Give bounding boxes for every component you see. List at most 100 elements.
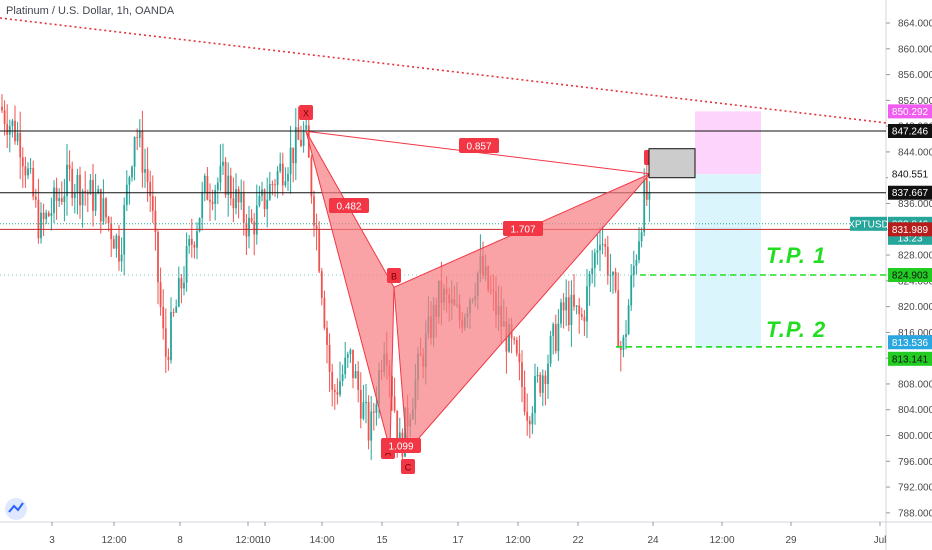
candle-body bbox=[68, 164, 71, 169]
candle-body bbox=[3, 110, 6, 125]
x-tick-label: 17 bbox=[452, 535, 464, 546]
pattern-point-x[interactable] bbox=[299, 105, 313, 120]
candle-body bbox=[274, 184, 276, 186]
candle-body bbox=[177, 278, 180, 307]
pattern-point-b[interactable] bbox=[387, 268, 401, 283]
candle-body bbox=[84, 190, 87, 193]
candle-body bbox=[198, 218, 201, 232]
x-tick-label: 12:00 bbox=[505, 535, 530, 546]
candle-body bbox=[24, 166, 27, 176]
candle-body bbox=[367, 402, 370, 441]
candle-body bbox=[131, 166, 133, 178]
candle-body bbox=[320, 271, 323, 298]
trendline[interactable] bbox=[0, 17, 887, 124]
candle-body bbox=[339, 381, 341, 395]
candle-body bbox=[71, 168, 74, 198]
ratio-label-box bbox=[459, 138, 499, 153]
candle-body bbox=[250, 217, 253, 222]
candle-body bbox=[570, 294, 573, 326]
candle-body bbox=[53, 187, 55, 214]
x-tick-label: 15 bbox=[376, 535, 388, 546]
candle-body bbox=[63, 196, 66, 202]
price-label-level bbox=[888, 123, 932, 138]
candle-body bbox=[94, 193, 97, 211]
price-label-symbol bbox=[850, 216, 887, 231]
y-tick-label: 860.000 bbox=[898, 44, 932, 55]
candle-body bbox=[292, 147, 295, 164]
candle-body bbox=[266, 199, 269, 210]
candle-body bbox=[622, 336, 625, 351]
candle-body bbox=[125, 184, 128, 206]
candle-body bbox=[136, 136, 139, 138]
y-tick-label: 836.000 bbox=[898, 199, 932, 210]
candle-body bbox=[193, 244, 196, 248]
ratio-label: 0.482 bbox=[336, 202, 361, 213]
entry-box[interactable] bbox=[648, 148, 696, 179]
candle-body bbox=[211, 201, 214, 204]
candle-body bbox=[151, 196, 154, 211]
price-label-text: 13:23 bbox=[897, 233, 922, 244]
y-tick-label: 816.000 bbox=[898, 328, 932, 339]
pattern-point-label: B bbox=[391, 272, 397, 282]
candle-body bbox=[635, 259, 638, 266]
candle-body bbox=[370, 411, 373, 441]
candle-body bbox=[344, 357, 347, 375]
ratio-label: 0.857 bbox=[466, 142, 491, 153]
tradingview-logo-mark bbox=[8, 502, 24, 513]
candle-body bbox=[328, 344, 331, 372]
candle-body bbox=[50, 213, 53, 217]
candle-body bbox=[214, 190, 217, 204]
candle-body bbox=[313, 196, 315, 226]
candle-body bbox=[297, 127, 300, 140]
candle-body bbox=[47, 212, 50, 217]
x-tick-label: 14:00 bbox=[309, 535, 334, 546]
candle-body bbox=[276, 171, 279, 186]
candle-body bbox=[526, 411, 529, 421]
candle-body bbox=[331, 371, 334, 390]
candle-body bbox=[632, 265, 635, 276]
price-label-text: XPTUSD bbox=[848, 219, 889, 230]
y-tick-label: 828.000 bbox=[898, 251, 932, 262]
candle-body bbox=[336, 392, 339, 395]
target-zone bbox=[695, 174, 761, 349]
bcd-triangle[interactable] bbox=[393, 173, 651, 453]
xab-triangle[interactable] bbox=[305, 131, 395, 450]
candle-body bbox=[133, 136, 136, 167]
chart-title: Platinum / U.S. Dollar, 1h, OANDA bbox=[6, 5, 175, 17]
stop-zone bbox=[695, 111, 761, 175]
y-tick-label: 864.000 bbox=[898, 19, 932, 30]
candle-body bbox=[201, 192, 204, 219]
price-label-text: 824.903 bbox=[892, 271, 929, 282]
candle-body bbox=[40, 212, 42, 239]
candle-body bbox=[32, 168, 35, 197]
candle-body bbox=[159, 282, 162, 307]
y-tick-label: 788.000 bbox=[898, 508, 932, 519]
tp1-label: T.P. 1 bbox=[766, 243, 826, 268]
candle-body bbox=[229, 175, 232, 199]
candle-body bbox=[567, 297, 570, 326]
candle-body bbox=[536, 374, 539, 377]
candle-body bbox=[11, 120, 14, 127]
candle-body bbox=[115, 235, 118, 249]
pattern-point-c[interactable] bbox=[401, 459, 415, 474]
candle-body bbox=[206, 175, 209, 200]
candle-body bbox=[110, 223, 113, 240]
candle-body bbox=[79, 174, 81, 206]
candle-body bbox=[6, 124, 9, 135]
candle-body bbox=[219, 165, 222, 183]
candle-body bbox=[172, 312, 175, 314]
candle-body bbox=[99, 189, 102, 222]
candle-body bbox=[196, 231, 198, 248]
x-tick-label: 10 bbox=[259, 535, 271, 546]
price-label-entry bbox=[888, 167, 932, 182]
ratio-label: 1.707 bbox=[510, 225, 535, 236]
candle-body bbox=[375, 404, 378, 413]
ratio-label-box bbox=[329, 198, 369, 213]
candle-body bbox=[300, 139, 302, 146]
candle-body bbox=[557, 323, 560, 352]
x-tick-label: 12:00 bbox=[101, 535, 126, 546]
x-tick-label: 22 bbox=[572, 535, 584, 546]
x-tick-label: 24 bbox=[647, 535, 659, 546]
y-tick-label: 796.000 bbox=[898, 457, 932, 468]
